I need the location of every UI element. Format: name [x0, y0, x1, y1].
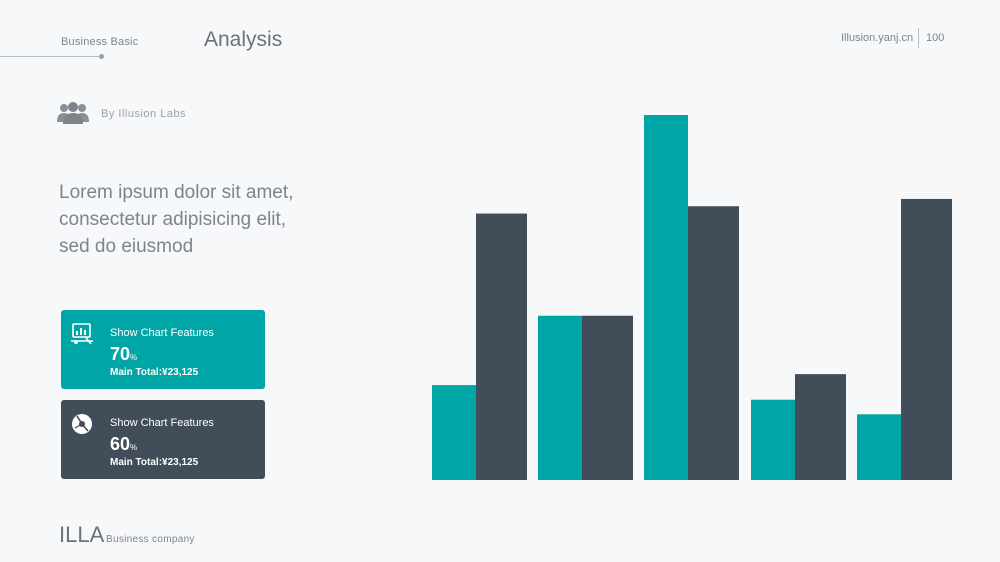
card-value-unit: % [130, 353, 138, 362]
bar-teal-3 [644, 115, 688, 480]
bar-teal-2 [538, 315, 582, 480]
card-total: Main Total:¥23,125 [110, 457, 199, 468]
body-text-line: consectetur adipisicing elit, [59, 209, 287, 230]
bar-teal-5 [857, 414, 901, 480]
bar-dark-1 [476, 213, 527, 481]
bar-dark-2 [582, 315, 633, 480]
page-title: Analysis [204, 28, 283, 51]
bar-dark-4 [795, 374, 846, 480]
bar-dark-5 [901, 198, 952, 480]
disc-icon [72, 414, 92, 434]
section-label: Business Basic [61, 36, 139, 48]
feature-card-teal[interactable]: Show Chart Features 70% Main Total:¥23,1… [61, 310, 265, 389]
header-divider-dot [99, 54, 104, 59]
card-value-number: 60 [110, 434, 131, 454]
header-vertical-divider [918, 28, 919, 48]
body-text: Lorem ipsum dolor sit amet, consectetur … [59, 179, 359, 260]
card-total: Main Total:¥23,125 [110, 367, 199, 378]
card-label: Show Chart Features [110, 327, 214, 339]
body-text-line: Lorem ipsum dolor sit amet, [59, 182, 294, 203]
card-value-unit: % [130, 443, 138, 452]
bar-teal-4 [751, 399, 795, 480]
bar-teal-1 [432, 385, 476, 480]
feature-card-dark[interactable]: Show Chart Features 60% Main Total:¥23,1… [61, 400, 265, 479]
header-divider-line [0, 56, 102, 57]
author-byline: By Illusion Labs [101, 108, 187, 120]
footer-subtitle: Business company [106, 534, 195, 545]
card-label: Show Chart Features [110, 417, 214, 429]
body-text-line: sed do eiusmod [59, 236, 194, 257]
footer-brand: ILLA [59, 522, 105, 547]
card-value: 60% [110, 434, 137, 455]
page-number: 100 [926, 32, 945, 44]
card-value-number: 70 [110, 344, 131, 364]
site-link[interactable]: Illusion.yanj.cn [841, 32, 914, 44]
chart-board-icon [71, 323, 93, 345]
people-icon [57, 102, 89, 124]
bar-dark-3 [688, 206, 739, 480]
card-value: 70% [110, 344, 137, 365]
